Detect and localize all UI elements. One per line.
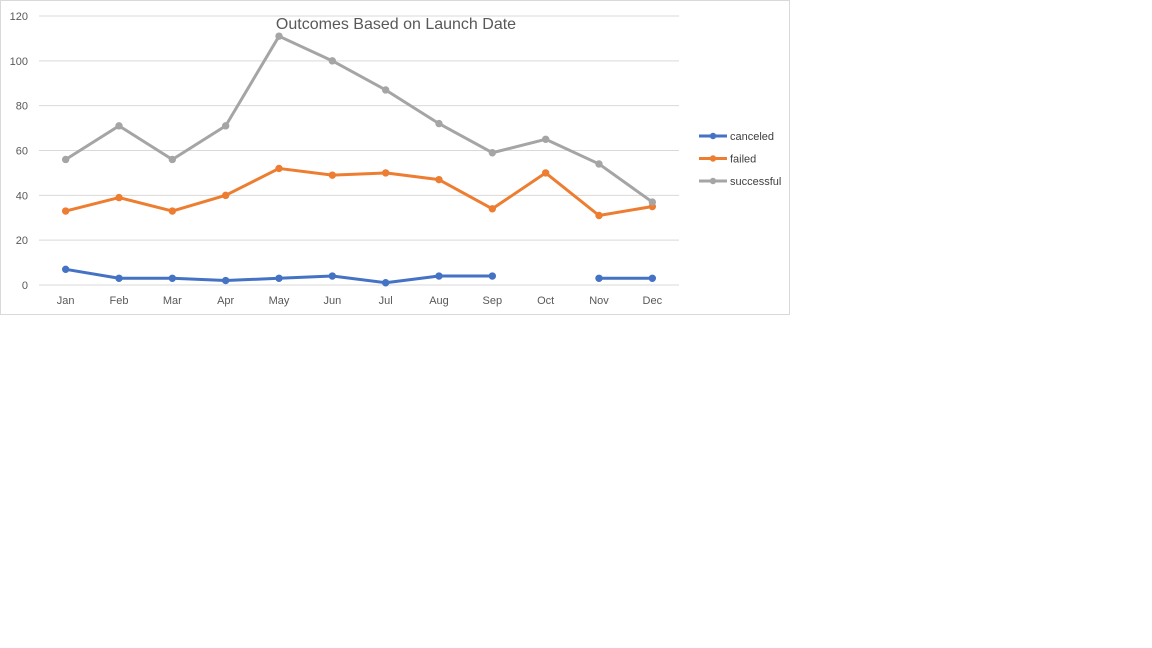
data-point bbox=[381, 169, 390, 177]
data-point bbox=[435, 272, 443, 280]
y-tick-label: 40 bbox=[16, 190, 28, 202]
data-point bbox=[595, 160, 603, 168]
x-tick-label: Jun bbox=[323, 295, 341, 307]
y-tick-label: 0 bbox=[22, 280, 28, 292]
legend-item-canceled: canceled bbox=[699, 131, 774, 143]
data-point bbox=[595, 211, 603, 220]
data-point bbox=[381, 86, 390, 94]
y-tick-label: 80 bbox=[16, 101, 28, 113]
data-point bbox=[648, 274, 657, 282]
data-point bbox=[168, 274, 177, 282]
legend-label: failed bbox=[730, 154, 756, 166]
data-point bbox=[221, 191, 230, 200]
y-tick-label: 20 bbox=[16, 235, 28, 247]
x-tick-label: Oct bbox=[537, 295, 554, 307]
legend-item-failed: failed bbox=[699, 154, 756, 166]
legend-label: canceled bbox=[730, 131, 774, 143]
legend-marker bbox=[709, 177, 717, 185]
x-tick-label: Feb bbox=[110, 295, 129, 307]
x-tick-label: Dec bbox=[643, 295, 663, 307]
x-axis-ticks: Jan Feb Mar Apr May Jun Jul Aug Sep Oct Nov Dec bbox=[57, 295, 663, 307]
data-point bbox=[168, 155, 177, 164]
data-point bbox=[275, 32, 283, 40]
data-point bbox=[115, 193, 123, 202]
series-line-failed bbox=[64, 166, 654, 218]
y-tick-label: 60 bbox=[16, 146, 28, 158]
data-point bbox=[488, 149, 497, 157]
legend-marker bbox=[709, 132, 717, 140]
data-point bbox=[328, 272, 337, 280]
series-line-successful bbox=[64, 34, 654, 204]
legend-label: successful bbox=[730, 176, 781, 188]
data-point bbox=[275, 164, 283, 173]
data-point bbox=[275, 274, 283, 282]
x-tick-label: Nov bbox=[589, 295, 609, 307]
series-failed bbox=[61, 164, 657, 220]
x-tick-label: Mar bbox=[163, 295, 182, 307]
x-tick-label: May bbox=[269, 295, 290, 307]
x-tick-label: Apr bbox=[217, 295, 234, 307]
legend-item-successful: successful bbox=[699, 176, 781, 188]
x-tick-label: Jul bbox=[379, 295, 393, 307]
data-point bbox=[648, 198, 657, 206]
y-tick-label: 100 bbox=[10, 56, 28, 68]
data-point bbox=[221, 276, 230, 285]
data-point bbox=[61, 207, 70, 215]
data-point bbox=[61, 155, 70, 164]
series-successful bbox=[61, 32, 657, 206]
data-point bbox=[381, 279, 390, 287]
chart-title: Outcomes Based on Launch Date bbox=[276, 16, 516, 33]
y-tick-label: 120 bbox=[10, 11, 28, 23]
legend: canceled failed successful bbox=[699, 131, 781, 188]
legend-marker bbox=[709, 155, 717, 162]
data-point bbox=[221, 122, 230, 130]
x-tick-label: Jan bbox=[57, 295, 75, 307]
data-point bbox=[328, 57, 337, 65]
gridlines bbox=[39, 15, 679, 286]
data-point bbox=[61, 265, 70, 274]
x-tick-label: Aug bbox=[429, 295, 449, 307]
data-point bbox=[168, 207, 177, 215]
line-chart: 0 20 40 60 80 100 120 Jan Feb Mar Apr May Jun Jul Aug… bbox=[10, 11, 782, 307]
data-point bbox=[115, 274, 123, 282]
data-point bbox=[328, 171, 337, 179]
y-axis-ticks: 0 20 40 60 80 100 120 bbox=[10, 11, 28, 292]
data-point bbox=[435, 175, 443, 184]
data-point bbox=[595, 274, 603, 282]
chart-frame: 0 20 40 60 80 100 120 Jan Feb Mar Apr May Jun Jul Aug… bbox=[0, 0, 790, 315]
series-canceled bbox=[61, 265, 657, 287]
data-point bbox=[488, 205, 497, 213]
x-tick-label: Sep bbox=[483, 295, 503, 307]
data-point bbox=[541, 135, 550, 143]
data-point bbox=[541, 169, 550, 177]
data-point bbox=[488, 272, 497, 280]
data-point bbox=[435, 119, 443, 128]
data-point bbox=[115, 122, 123, 130]
series-lines bbox=[61, 32, 657, 287]
